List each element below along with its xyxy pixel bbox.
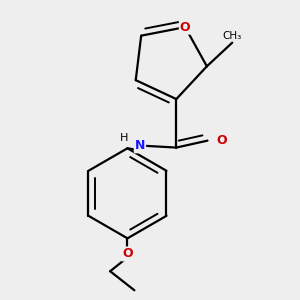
Text: O: O: [122, 248, 133, 260]
Text: O: O: [216, 134, 227, 147]
Text: CH₃: CH₃: [223, 31, 242, 41]
Text: H: H: [119, 133, 128, 143]
Text: O: O: [180, 21, 190, 34]
Text: N: N: [135, 139, 145, 152]
